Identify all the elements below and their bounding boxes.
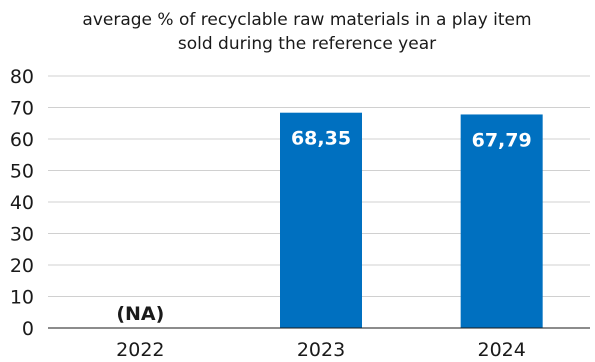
y-tick-label: 80: [10, 66, 34, 88]
x-tick-label: 2024: [477, 339, 525, 361]
y-tick-label: 70: [10, 98, 34, 120]
chart-title-line-1: average % of recyclable raw materials in…: [82, 10, 531, 30]
bar-value-label: 68,35: [291, 128, 351, 150]
y-axis-ticks: 0 10 20 30 40 50 60 70 80: [10, 66, 34, 340]
y-tick-label: 0: [22, 318, 34, 340]
y-tick-label: 60: [10, 129, 34, 151]
bar: [460, 114, 543, 328]
y-tick-label: 30: [10, 224, 34, 246]
y-tick-label: 40: [10, 192, 34, 214]
chart-title-line-2: sold during the reference year: [178, 34, 436, 54]
x-tick-label: 2022: [116, 339, 164, 361]
bar: [280, 112, 362, 328]
x-axis-ticks: 2022 2023 2024: [116, 339, 526, 361]
y-tick-label: 50: [10, 161, 34, 183]
na-label: (NA): [116, 303, 164, 325]
x-tick-label: 2023: [297, 339, 345, 361]
y-tick-label: 20: [10, 255, 34, 277]
bar-value-label: 67,79: [472, 129, 532, 151]
y-tick-label: 10: [10, 287, 34, 309]
bars: [280, 112, 543, 328]
data-labels: (NA) 68,35 67,79: [116, 128, 531, 325]
